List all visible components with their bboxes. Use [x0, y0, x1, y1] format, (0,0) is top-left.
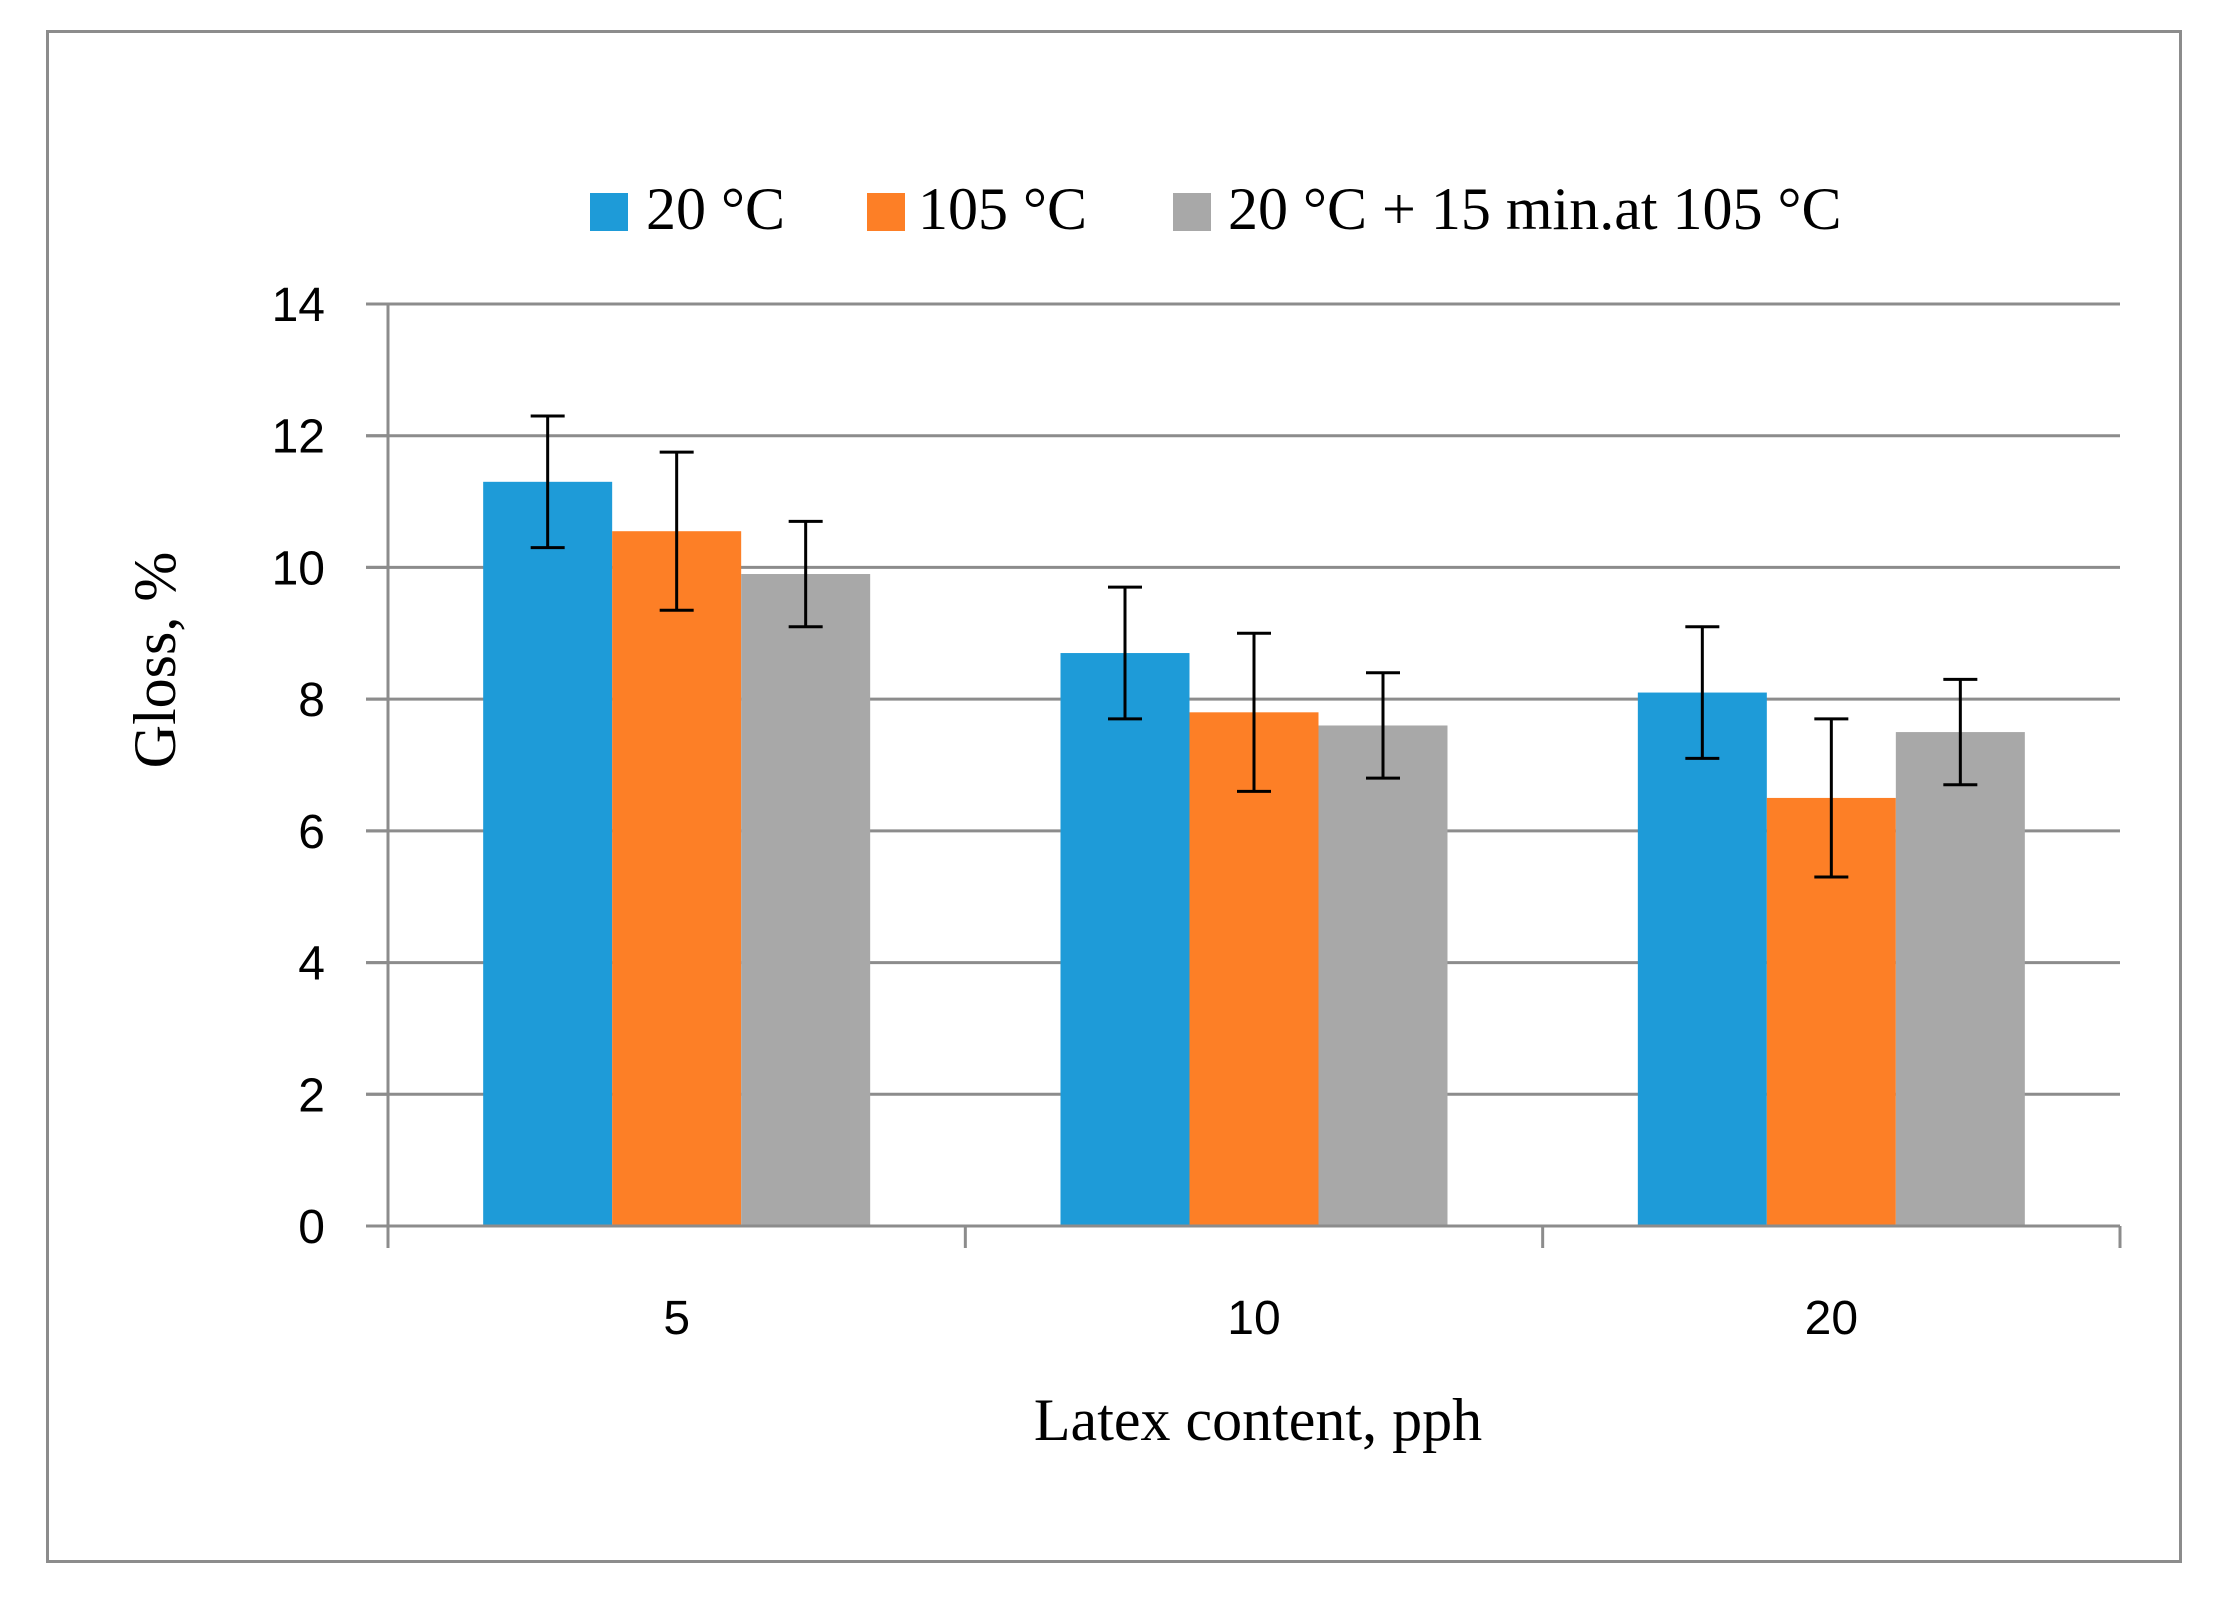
y-tick-label: 8: [298, 674, 325, 727]
y-tick-label: 2: [298, 1069, 325, 1122]
y-tick-label: 12: [272, 411, 325, 464]
bar: [1318, 725, 1448, 1226]
y-tick-label: 14: [272, 279, 325, 332]
legend-swatch: [590, 193, 628, 231]
x-tick-label: 5: [663, 1292, 690, 1345]
legend-swatch: [1173, 193, 1211, 231]
bar: [483, 481, 613, 1226]
legend-label: 105 °C: [918, 176, 1087, 242]
x-axis-title: Latex content, pph: [1034, 1387, 1482, 1453]
x-tick-label: 20: [1805, 1292, 1858, 1345]
y-axis-title: Gloss, %: [122, 552, 188, 769]
y-tick-label: 6: [298, 806, 325, 859]
y-tick-label: 0: [298, 1201, 325, 1254]
bar: [1060, 653, 1190, 1226]
error-bars: [530, 414, 1978, 879]
bar: [741, 574, 871, 1226]
y-tick-label: 10: [272, 542, 325, 595]
y-tick-label: 4: [298, 938, 325, 991]
legend-label: 20 °C + 15 min.at 105 °C: [1228, 176, 1842, 242]
legend-swatch: [867, 193, 905, 231]
legend-label: 20 °C: [646, 176, 785, 242]
bars: [483, 481, 2025, 1226]
legend: 20 °C 105 °C 20 °C + 15 min.at 105 °C: [590, 176, 1842, 242]
bar: [612, 531, 742, 1226]
axes: [366, 302, 2122, 1248]
tick-labels: 0 2 4 6 8 10 12 14 5 10 20: [272, 279, 1858, 1345]
bar: [1895, 732, 2025, 1226]
bar: [1189, 712, 1319, 1226]
x-tick-label: 10: [1227, 1292, 1280, 1345]
bar: [1637, 692, 1767, 1226]
